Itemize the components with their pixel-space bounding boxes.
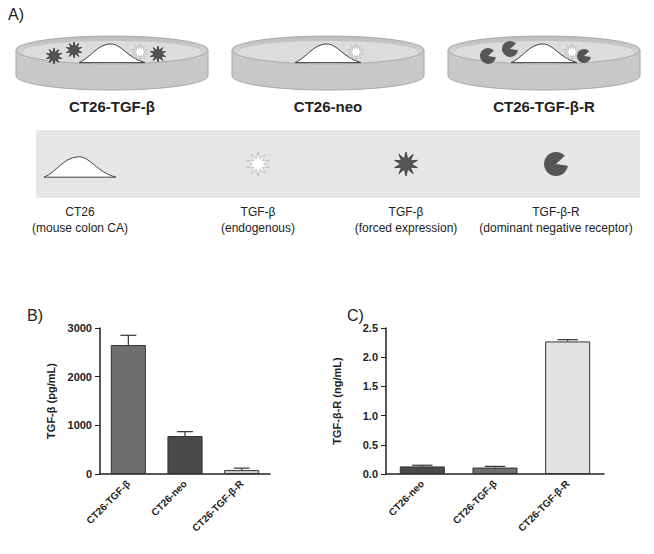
svg-text:1000: 1000 (68, 419, 92, 431)
svg-text:CT26-TGF-β: CT26-TGF-β (69, 98, 155, 115)
svg-text:2000: 2000 (68, 371, 92, 383)
svg-text:0.0: 0.0 (363, 468, 378, 480)
svg-text:C): C) (347, 307, 364, 324)
svg-text:CT26-TGF-β-R: CT26-TGF-β-R (493, 98, 595, 115)
svg-text:2.0: 2.0 (363, 351, 378, 363)
svg-text:(mouse colon CA): (mouse colon CA) (32, 221, 128, 235)
svg-text:TGF-β: TGF-β (389, 205, 424, 219)
svg-text:CT26-TGF-β-R: CT26-TGF-β-R (190, 478, 246, 534)
svg-text:1.0: 1.0 (363, 410, 378, 422)
svg-text:CT26-neo: CT26-neo (294, 98, 362, 115)
svg-text:CT26-TGF-β-R: CT26-TGF-β-R (516, 478, 572, 534)
svg-text:2.5: 2.5 (363, 322, 378, 334)
svg-text:B): B) (27, 307, 43, 324)
svg-text:TGF-β: TGF-β (241, 205, 276, 219)
svg-text:TGF-β-R: TGF-β-R (532, 205, 580, 219)
svg-text:TGF-β (pg/mL): TGF-β (pg/mL) (45, 363, 57, 439)
svg-text:(dominant negative receptor): (dominant negative receptor) (479, 221, 632, 235)
svg-text:0.5: 0.5 (363, 439, 378, 451)
svg-text:CT26-TGF-β: CT26-TGF-β (84, 478, 132, 526)
svg-text:0: 0 (86, 468, 92, 480)
svg-text:3000: 3000 (68, 322, 92, 334)
svg-text:1.5: 1.5 (363, 380, 378, 392)
svg-text:(endogenous): (endogenous) (221, 221, 295, 235)
svg-text:CT26-TGF-β: CT26-TGF-β (451, 478, 499, 526)
svg-text:CT26-neo: CT26-neo (149, 478, 189, 518)
svg-text:TGF-β-R (ng/mL): TGF-β-R (ng/mL) (331, 357, 343, 445)
svg-text:CT26: CT26 (65, 205, 95, 219)
svg-text:(forced expression): (forced expression) (355, 221, 458, 235)
svg-text:A): A) (8, 6, 24, 23)
svg-text:CT26-neo: CT26-neo (386, 478, 426, 518)
